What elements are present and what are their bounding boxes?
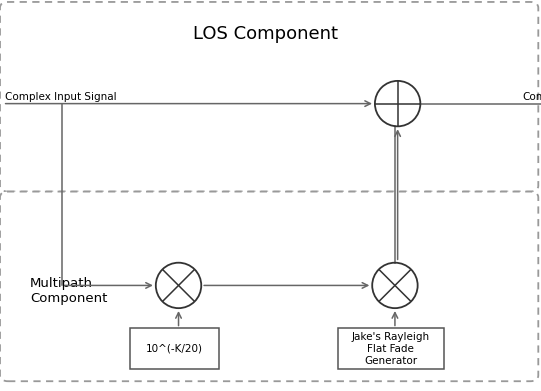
Text: Multipath
Component: Multipath Component bbox=[30, 277, 107, 305]
Text: 10^(-K/20): 10^(-K/20) bbox=[146, 344, 203, 354]
FancyBboxPatch shape bbox=[0, 192, 538, 381]
FancyBboxPatch shape bbox=[0, 2, 538, 192]
Bar bbox=[130, 328, 219, 369]
Text: Complex Input Signal: Complex Input Signal bbox=[5, 91, 117, 102]
Bar bbox=[338, 328, 444, 369]
Text: LOS Component: LOS Component bbox=[193, 25, 338, 43]
Text: Com: Com bbox=[522, 91, 541, 102]
Text: Jake's Rayleigh
Flat Fade
Generator: Jake's Rayleigh Flat Fade Generator bbox=[352, 332, 430, 366]
